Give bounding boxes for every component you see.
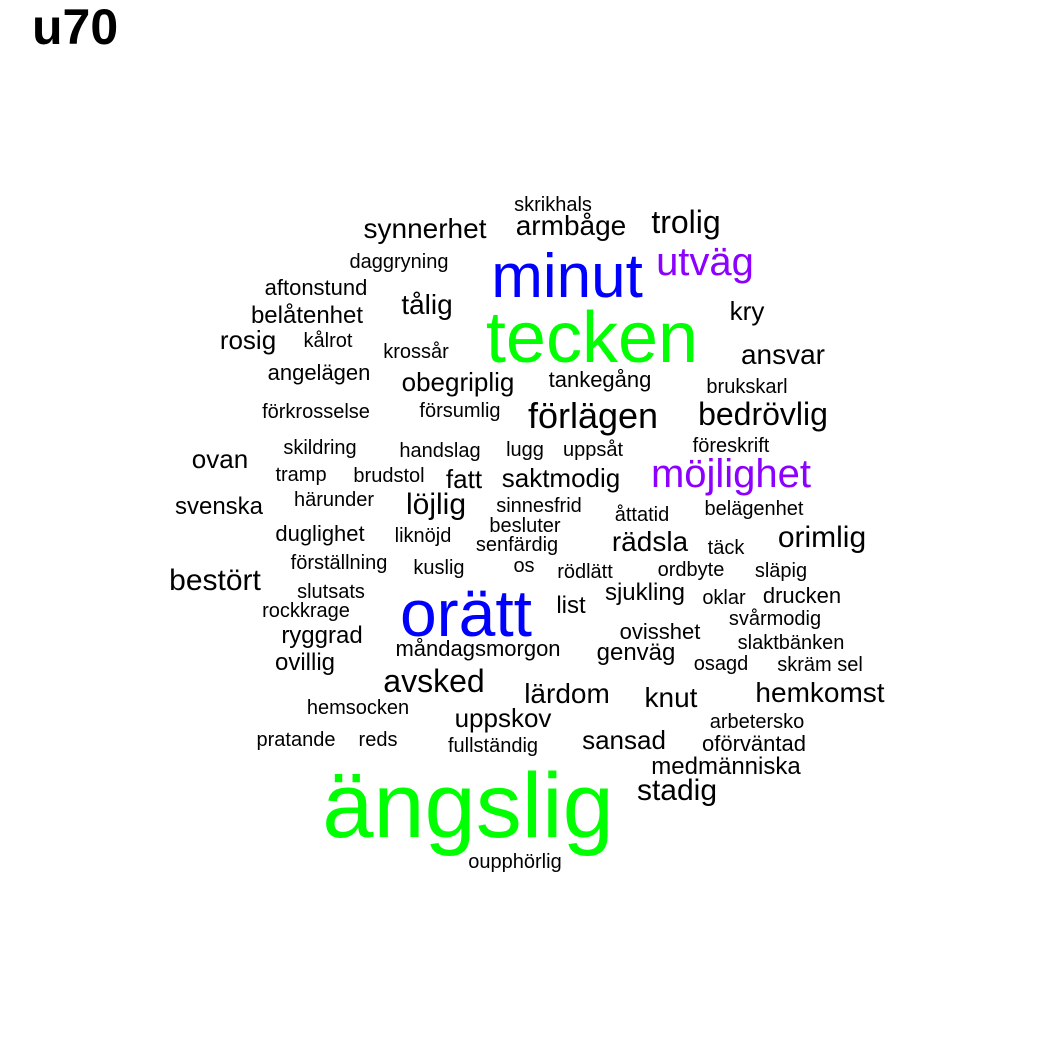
cloud-word: oförväntad — [702, 731, 806, 756]
cloud-word: tecken — [485, 298, 699, 378]
cloud-word: ordbyte — [657, 559, 725, 581]
cloud-word: ryggrad — [281, 622, 363, 649]
cloud-word: skräm sel — [777, 654, 863, 676]
cloud-word: daggryning — [349, 251, 449, 273]
cloud-word: förställning — [290, 552, 388, 574]
cloud-word: orimlig — [777, 521, 867, 554]
cloud-word: stadig — [636, 774, 718, 807]
cloud-word: kuslig — [413, 557, 465, 579]
cloud-word: brudstol — [353, 465, 425, 487]
cloud-word: uppskov — [454, 703, 552, 733]
cloud-word: lärdom — [524, 678, 610, 709]
cloud-word: tankegång — [548, 367, 652, 392]
cloud-word: orätt — [399, 576, 533, 650]
cloud-word: rockkrage — [262, 600, 350, 622]
page-title: u70 — [32, 0, 119, 55]
cloud-word: oklar — [702, 587, 746, 609]
cloud-word: os — [513, 555, 535, 577]
cloud-word: tålig — [401, 289, 453, 320]
cloud-word: kålrot — [303, 330, 353, 352]
cloud-word: angelägen — [267, 360, 371, 385]
cloud-word: avsked — [383, 663, 485, 699]
cloud-word: bestört — [169, 564, 261, 597]
cloud-word: senfärdig — [475, 534, 559, 556]
cloud-word: hemkomst — [755, 677, 885, 708]
cloud-word: slaktbänken — [737, 632, 845, 654]
cloud-word: sjukling — [604, 579, 686, 606]
cloud-word: fullständig — [447, 735, 539, 757]
cloud-word: rosig — [219, 325, 277, 355]
cloud-word: synnerhet — [363, 213, 487, 244]
cloud-word: belägenhet — [704, 498, 804, 520]
cloud-word: bedrövlig — [698, 396, 828, 432]
cloud-word: pratande — [256, 729, 336, 751]
cloud-word: drucken — [762, 583, 842, 608]
cloud-word: svårmodig — [728, 608, 822, 630]
cloud-word: handslag — [399, 440, 481, 462]
cloud-word: föreskrift — [692, 435, 770, 457]
cloud-word: åttatid — [614, 504, 670, 526]
cloud-word: knut — [644, 682, 698, 713]
cloud-word: medmänniska — [651, 753, 801, 780]
cloud-word: genväg — [596, 639, 676, 666]
cloud-word: armbåge — [515, 210, 627, 241]
cloud-word: sinnesfrid — [496, 495, 582, 517]
cloud-word: duglighet — [275, 521, 365, 546]
cloud-word: rädsla — [611, 526, 689, 557]
cloud-word: hemsocken — [306, 697, 410, 719]
cloud-word: sansad — [582, 725, 666, 755]
cloud-word: skrikhals — [514, 194, 592, 216]
cloud-word: släpig — [754, 560, 808, 582]
cloud-word: oupphörlig — [468, 851, 562, 873]
cloud-word: utväg — [656, 240, 754, 284]
cloud-word: tramp — [275, 464, 327, 486]
cloud-word: kry — [729, 296, 765, 326]
cloud-word: trolig — [651, 204, 721, 240]
cloud-word: måndagsmorgon — [395, 636, 561, 661]
cloud-word: krossår — [383, 341, 449, 363]
cloud-word: ovillig — [274, 649, 336, 676]
cloud-word: besluter — [489, 515, 561, 537]
cloud-word: försumlig — [419, 400, 501, 422]
cloud-word: ansvar — [740, 339, 826, 370]
cloud-word: aftonstund — [264, 275, 368, 300]
cloud-word: minut — [491, 242, 643, 311]
cloud-word: ängslig — [322, 755, 614, 857]
cloud-word: reds — [358, 729, 398, 751]
cloud-word: löjlig — [405, 488, 467, 521]
cloud-word: ovisshet — [619, 619, 701, 644]
cloud-word: uppsåt — [562, 439, 624, 461]
cloud-word: saktmodig — [501, 463, 621, 493]
cloud-word: rödlätt — [557, 561, 613, 583]
cloud-word: obegriplig — [401, 367, 515, 397]
cloud-word: skildring — [283, 437, 357, 459]
cloud-word: lugg — [506, 439, 544, 461]
cloud-word: list — [556, 592, 586, 619]
cloud-word: förlägen — [527, 395, 659, 436]
cloud-word: brukskarl — [706, 376, 788, 398]
cloud-word: arbetersko — [709, 711, 805, 733]
cloud-word: fatt — [445, 464, 483, 494]
cloud-word: ovan — [191, 444, 249, 474]
cloud-word: möjlighet — [650, 452, 812, 496]
cloud-word: osagd — [693, 653, 749, 675]
cloud-word: täck — [707, 537, 745, 559]
cloud-word: belåtenhet — [250, 302, 364, 329]
cloud-word: förkrosselse — [262, 401, 370, 423]
cloud-word: liknöjd — [394, 525, 452, 547]
cloud-word: härunder — [293, 489, 375, 511]
cloud-word: svenska — [174, 493, 264, 520]
cloud-word: slutsats — [297, 581, 365, 603]
